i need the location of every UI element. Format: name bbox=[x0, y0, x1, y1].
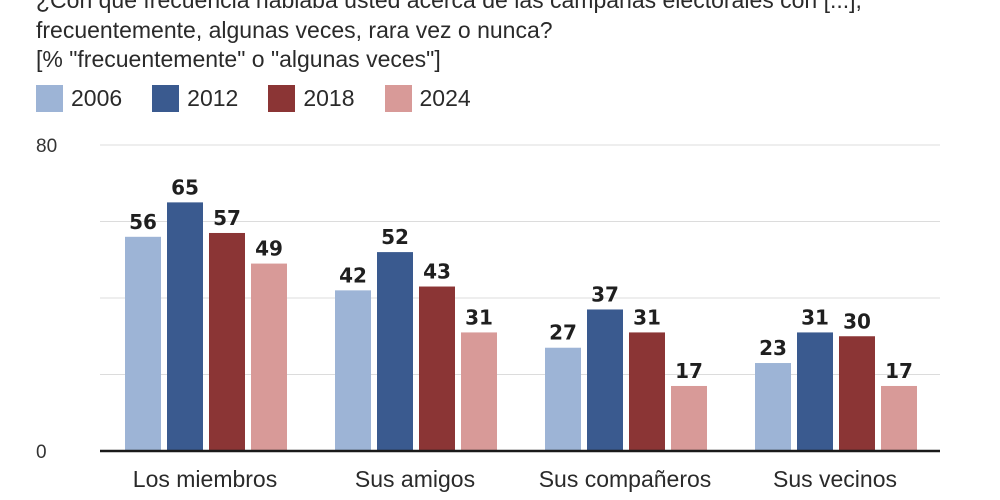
legend-label-2012: 2012 bbox=[187, 85, 239, 111]
legend: 2006 2012 2018 2024 bbox=[36, 85, 501, 112]
bar-2024-3 bbox=[671, 385, 707, 451]
category-label: Sus compañeros bbox=[539, 466, 712, 492]
chart-subtitle: [% "frecuentemente" o "algunas veces"] bbox=[36, 46, 441, 72]
category-label: Los miembros bbox=[133, 466, 277, 492]
bar-value-label: 17 bbox=[675, 359, 703, 383]
legend-label-2006: 2006 bbox=[71, 85, 123, 111]
legend-swatch-2012 bbox=[152, 85, 180, 112]
bar-2018-1 bbox=[209, 232, 245, 451]
y-tick-label: 0 bbox=[36, 442, 47, 463]
bar-value-label: 30 bbox=[843, 309, 871, 333]
chart-title-line-1: ¿Con qué frecuencia hablaba usted acerca… bbox=[36, 0, 862, 13]
bar-value-label: 52 bbox=[381, 225, 409, 249]
bar-2012-2 bbox=[377, 252, 413, 451]
bar-value-label: 43 bbox=[423, 260, 451, 284]
bar-2012-4 bbox=[797, 332, 833, 451]
bar-2006-4 bbox=[755, 363, 791, 451]
legend-label-2024: 2024 bbox=[419, 85, 471, 111]
bar-2024-2 bbox=[461, 332, 497, 451]
bar-value-label: 23 bbox=[759, 336, 787, 360]
legend-item-2018: 2018 bbox=[268, 85, 355, 112]
legend-item-2012: 2012 bbox=[152, 85, 238, 112]
bar-2018-2 bbox=[419, 286, 455, 451]
y-tick-label: 80 bbox=[36, 136, 57, 157]
bar-2018-4 bbox=[839, 336, 875, 451]
legend-item-2006: 2006 bbox=[36, 85, 122, 112]
bar-2024-1 bbox=[251, 263, 287, 451]
bar-2018-3 bbox=[629, 332, 665, 451]
bar-2006-2 bbox=[335, 290, 371, 451]
bar-value-label: 57 bbox=[213, 206, 241, 230]
bar-value-label: 65 bbox=[171, 175, 199, 199]
bar-2024-4 bbox=[881, 385, 917, 451]
legend-swatch-2018 bbox=[268, 85, 296, 112]
legend-swatch-2024 bbox=[384, 85, 412, 112]
bar-value-label: 31 bbox=[801, 305, 829, 329]
chart-title-line-2: frecuentemente, algunas veces, rara vez … bbox=[36, 17, 553, 43]
bar-value-label: 27 bbox=[549, 321, 577, 345]
bar-2012-1 bbox=[167, 202, 203, 451]
bar-2012-3 bbox=[587, 309, 623, 451]
bar-value-label: 49 bbox=[255, 237, 283, 261]
legend-label-2018: 2018 bbox=[303, 85, 355, 111]
bar-value-label: 42 bbox=[339, 263, 367, 287]
bar-value-label: 56 bbox=[129, 210, 157, 234]
legend-item-2024: 2024 bbox=[384, 85, 471, 112]
bar-value-label: 17 bbox=[885, 359, 913, 383]
legend-swatch-2006 bbox=[36, 85, 63, 112]
bar-2006-1 bbox=[125, 236, 161, 451]
bar-value-label: 31 bbox=[633, 305, 661, 329]
bar-value-label: 31 bbox=[465, 305, 493, 329]
bar-value-label: 37 bbox=[591, 282, 619, 306]
bar-2006-3 bbox=[545, 347, 581, 451]
category-label: Sus amigos bbox=[355, 466, 475, 492]
category-label: Sus vecinos bbox=[773, 466, 897, 492]
